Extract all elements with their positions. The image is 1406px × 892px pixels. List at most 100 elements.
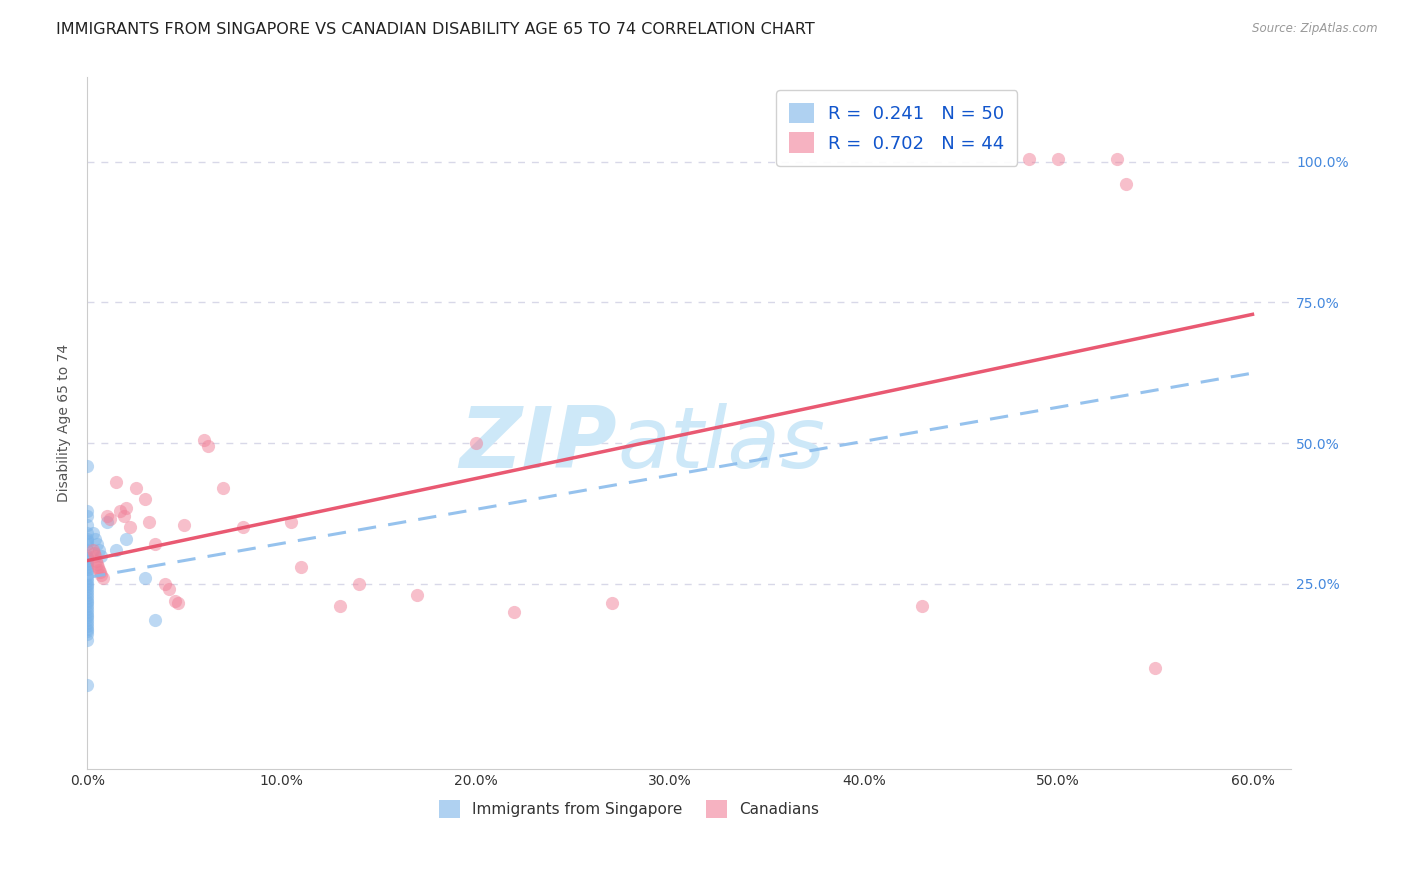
Point: [76, 582, 98, 597]
Point: [464, 436, 486, 450]
Point: [76, 571, 98, 585]
Point: [76, 563, 98, 577]
Point: [76, 557, 98, 571]
Point: [76, 543, 98, 558]
Point: [76, 602, 98, 616]
Point: [1144, 661, 1167, 675]
Point: [76, 559, 98, 574]
Point: [76, 615, 98, 630]
Point: [115, 500, 138, 515]
Point: [84, 549, 107, 563]
Point: [87, 563, 110, 577]
Point: [153, 576, 176, 591]
Point: [76, 509, 98, 524]
Legend: Immigrants from Singapore, Canadians: Immigrants from Singapore, Canadians: [433, 794, 825, 824]
Point: [87, 559, 110, 574]
Point: [76, 554, 98, 568]
Point: [76, 591, 98, 605]
Point: [90, 549, 112, 563]
Point: [1047, 152, 1070, 166]
Point: [76, 624, 98, 639]
Point: [76, 632, 98, 647]
Point: [143, 613, 166, 627]
Point: [76, 526, 98, 541]
Point: [82, 543, 104, 558]
Point: [76, 517, 98, 532]
Point: [193, 434, 215, 448]
Point: [84, 554, 107, 568]
Point: [125, 481, 148, 495]
Point: [76, 588, 98, 602]
Point: [143, 537, 166, 551]
Point: [134, 571, 156, 585]
Point: [76, 503, 98, 517]
Point: [76, 566, 98, 580]
Point: [1105, 152, 1128, 166]
Point: [76, 537, 98, 551]
Text: Source: ZipAtlas.com: Source: ZipAtlas.com: [1253, 22, 1378, 36]
Text: atlas: atlas: [617, 402, 825, 485]
Point: [138, 515, 160, 529]
Point: [83, 546, 105, 560]
Point: [503, 605, 526, 619]
Point: [76, 576, 98, 591]
Point: [280, 515, 302, 529]
Point: [118, 520, 141, 534]
Point: [157, 582, 180, 597]
Point: [96, 509, 118, 524]
Point: [105, 475, 128, 490]
Point: [134, 492, 156, 507]
Point: [347, 576, 370, 591]
Point: [86, 557, 108, 571]
Point: [76, 574, 98, 588]
Point: [167, 596, 190, 610]
Point: [115, 532, 138, 546]
Point: [76, 610, 98, 624]
Point: [197, 439, 219, 453]
Point: [100, 512, 122, 526]
Point: [82, 526, 104, 541]
Point: [76, 580, 98, 594]
Point: [89, 566, 111, 580]
Text: IMMIGRANTS FROM SINGAPORE VS CANADIAN DISABILITY AGE 65 TO 74 CORRELATION CHART: IMMIGRANTS FROM SINGAPORE VS CANADIAN DI…: [56, 22, 815, 37]
Point: [76, 619, 98, 633]
Point: [76, 678, 98, 692]
Point: [76, 532, 98, 546]
Point: [76, 605, 98, 619]
Y-axis label: Disability Age 65 to 74: Disability Age 65 to 74: [58, 344, 72, 502]
Point: [163, 593, 186, 607]
Point: [86, 537, 108, 551]
Point: [406, 588, 429, 602]
Point: [76, 599, 98, 614]
Point: [76, 549, 98, 563]
Point: [108, 503, 131, 517]
Point: [76, 613, 98, 627]
Point: [87, 543, 110, 558]
Point: [290, 559, 312, 574]
Point: [84, 532, 107, 546]
Point: [231, 520, 253, 534]
Point: [1018, 152, 1040, 166]
Point: [105, 543, 128, 558]
Point: [329, 599, 352, 614]
Point: [1115, 178, 1137, 192]
Point: [600, 596, 623, 610]
Point: [96, 515, 118, 529]
Point: [911, 599, 934, 614]
Point: [91, 571, 114, 585]
Point: [76, 551, 98, 566]
Point: [76, 627, 98, 641]
Point: [76, 568, 98, 582]
Point: [76, 458, 98, 473]
Text: ZIP: ZIP: [460, 402, 617, 485]
Point: [76, 596, 98, 610]
Point: [112, 509, 135, 524]
Point: [76, 534, 98, 549]
Point: [173, 517, 195, 532]
Point: [212, 481, 235, 495]
Point: [76, 585, 98, 599]
Point: [76, 593, 98, 607]
Point: [76, 607, 98, 622]
Point: [76, 622, 98, 636]
Point: [90, 568, 112, 582]
